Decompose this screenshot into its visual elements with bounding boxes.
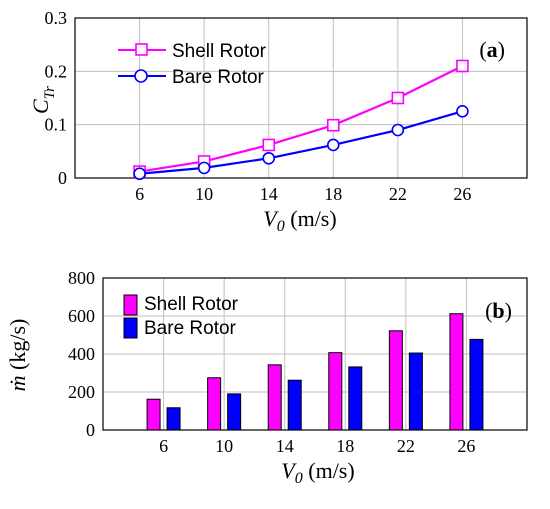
panel-b-x-tick-labels: 6 10 14 18 22 26	[159, 436, 475, 456]
panel-a-x-tick-label: 18	[324, 184, 342, 204]
panel-b-y-tick-label: 800	[68, 268, 95, 288]
panel-a-point-circle	[197, 161, 211, 175]
panel-a-point-square	[391, 91, 405, 105]
panel-a-xlabel-sub: 0	[277, 218, 285, 235]
legend-a-bare-marker	[134, 69, 148, 83]
panel-a-y-tick-labels: 0 0.1 0.2 0.3	[45, 8, 68, 188]
panel-a-y-tick-label: 0.2	[45, 61, 68, 81]
panel-b-bar-bare	[287, 379, 302, 431]
panel-b-legend: Shell Rotor Bare Rotor	[123, 294, 239, 339]
panel-b-ylabel-unit: (kg/s)	[5, 319, 30, 376]
panel-a-xlabel-main: V	[263, 206, 279, 231]
panel-b-bar-shell	[328, 352, 343, 431]
panel-b-y-axis-label: ṁ (kg/s)	[5, 319, 30, 392]
panel-b-bar-bare	[227, 393, 242, 431]
panel-b-xlabel-sub: 0	[295, 470, 303, 487]
panel-b-bar-shell	[388, 330, 403, 431]
panel-a-x-tick-labels: 6 10 14 18 22 26	[135, 184, 471, 204]
panel-a-x-axis-label: V0 (m/s)	[263, 206, 336, 235]
panel-a-frame	[74, 17, 528, 179]
legend-b-bare-swatch	[123, 317, 138, 339]
panel-b-y-tick-label: 0	[86, 420, 95, 440]
panel-b-label: (b)	[485, 298, 512, 323]
panel-b-frame	[102, 277, 528, 431]
panel-b-x-tick-label: 6	[159, 436, 168, 456]
panel-a-point-square	[262, 138, 276, 152]
panel-a-point-circle	[133, 167, 146, 181]
panel-a-y-axis-label: CTr	[28, 86, 58, 114]
panel-a-grid	[75, 17, 527, 179]
panel-a-x-tick-label: 14	[260, 184, 278, 204]
panel-b-x-tick-label: 18	[336, 436, 354, 456]
panel-b-bars	[146, 313, 484, 431]
panel-a-xlabel-unit: (m/s)	[285, 206, 337, 231]
legend-a-shell-marker	[135, 43, 148, 56]
panel-a-point-circle	[326, 138, 340, 152]
panel-b-ylabel-main: ṁ	[5, 375, 30, 391]
panel-a: 0 0.1 0.2 0.3 6 10 14 18 22 26 Shell Rotor Bare …	[28, 8, 528, 235]
panel-a-y-tick-label: 0.3	[45, 8, 68, 28]
panel-a-series-line-0	[139, 65, 463, 173]
panel-b-y-tick-label: 600	[68, 306, 95, 326]
panel-a-series	[133, 59, 469, 181]
panel-a-label: (a)	[479, 37, 505, 62]
panel-b-bar-bare	[166, 407, 181, 431]
panel-b-x-tick-label: 26	[457, 436, 475, 456]
panel-b-bar-shell	[449, 313, 464, 431]
panel-b-y-tick-label: 200	[68, 382, 95, 402]
panel-a-point-circle	[262, 151, 276, 165]
panel-a-series-line-1	[139, 110, 463, 175]
panel-b-bar-shell	[207, 377, 222, 431]
panel-a-y-tick-label: 0	[58, 168, 67, 188]
panel-b-x-tick-label: 14	[276, 436, 294, 456]
panel-a-point-square	[326, 118, 340, 132]
legend-a-bare-label: Bare Rotor	[172, 67, 265, 88]
panel-b-x-tick-label: 22	[397, 436, 415, 456]
legend-b-shell-label: Shell Rotor	[144, 294, 239, 315]
legend-b-shell-swatch	[123, 294, 138, 316]
panel-a-x-tick-label: 22	[389, 184, 407, 204]
panel-b-bar-bare	[348, 366, 363, 431]
panel-a-ylabel-main: C	[28, 99, 53, 114]
panel-a-ylabel-sub: Tr	[42, 86, 58, 100]
panel-b-bar-shell	[146, 398, 161, 431]
panel-b-y-tick-labels: 0 200 400 600 800	[68, 268, 95, 440]
panel-b-bar-bare	[408, 352, 423, 431]
panel-a-legend: Shell Rotor Bare Rotor	[118, 41, 267, 88]
legend-b-bare-label: Bare Rotor	[144, 318, 237, 339]
panel-a-point-square	[456, 59, 469, 73]
panel-b-bar-bare	[469, 338, 484, 431]
panel-a-x-tick-label: 10	[195, 184, 213, 204]
panel-b-x-axis-label: V0 (m/s)	[281, 458, 354, 487]
panel-b-xlabel-unit: (m/s)	[303, 458, 355, 483]
panel-b-y-tick-label: 400	[68, 344, 95, 364]
panel-b-xlabel-main: V	[281, 458, 297, 483]
panel-b-bar-shell	[267, 364, 282, 431]
panel-a-y-tick-label: 0.1	[45, 115, 68, 135]
panel-b-x-tick-label: 10	[215, 436, 233, 456]
panel-a-point-circle	[456, 105, 469, 118]
panel-a-point-circle	[391, 123, 405, 137]
legend-a-shell-label: Shell Rotor	[172, 41, 267, 62]
panel-a-x-tick-label: 6	[135, 184, 144, 204]
panel-a-x-tick-label: 26	[453, 184, 471, 204]
panel-b: 0 200 400 600 800 6 10 14 18 22 26 Shell Rotor Ba…	[5, 268, 528, 487]
